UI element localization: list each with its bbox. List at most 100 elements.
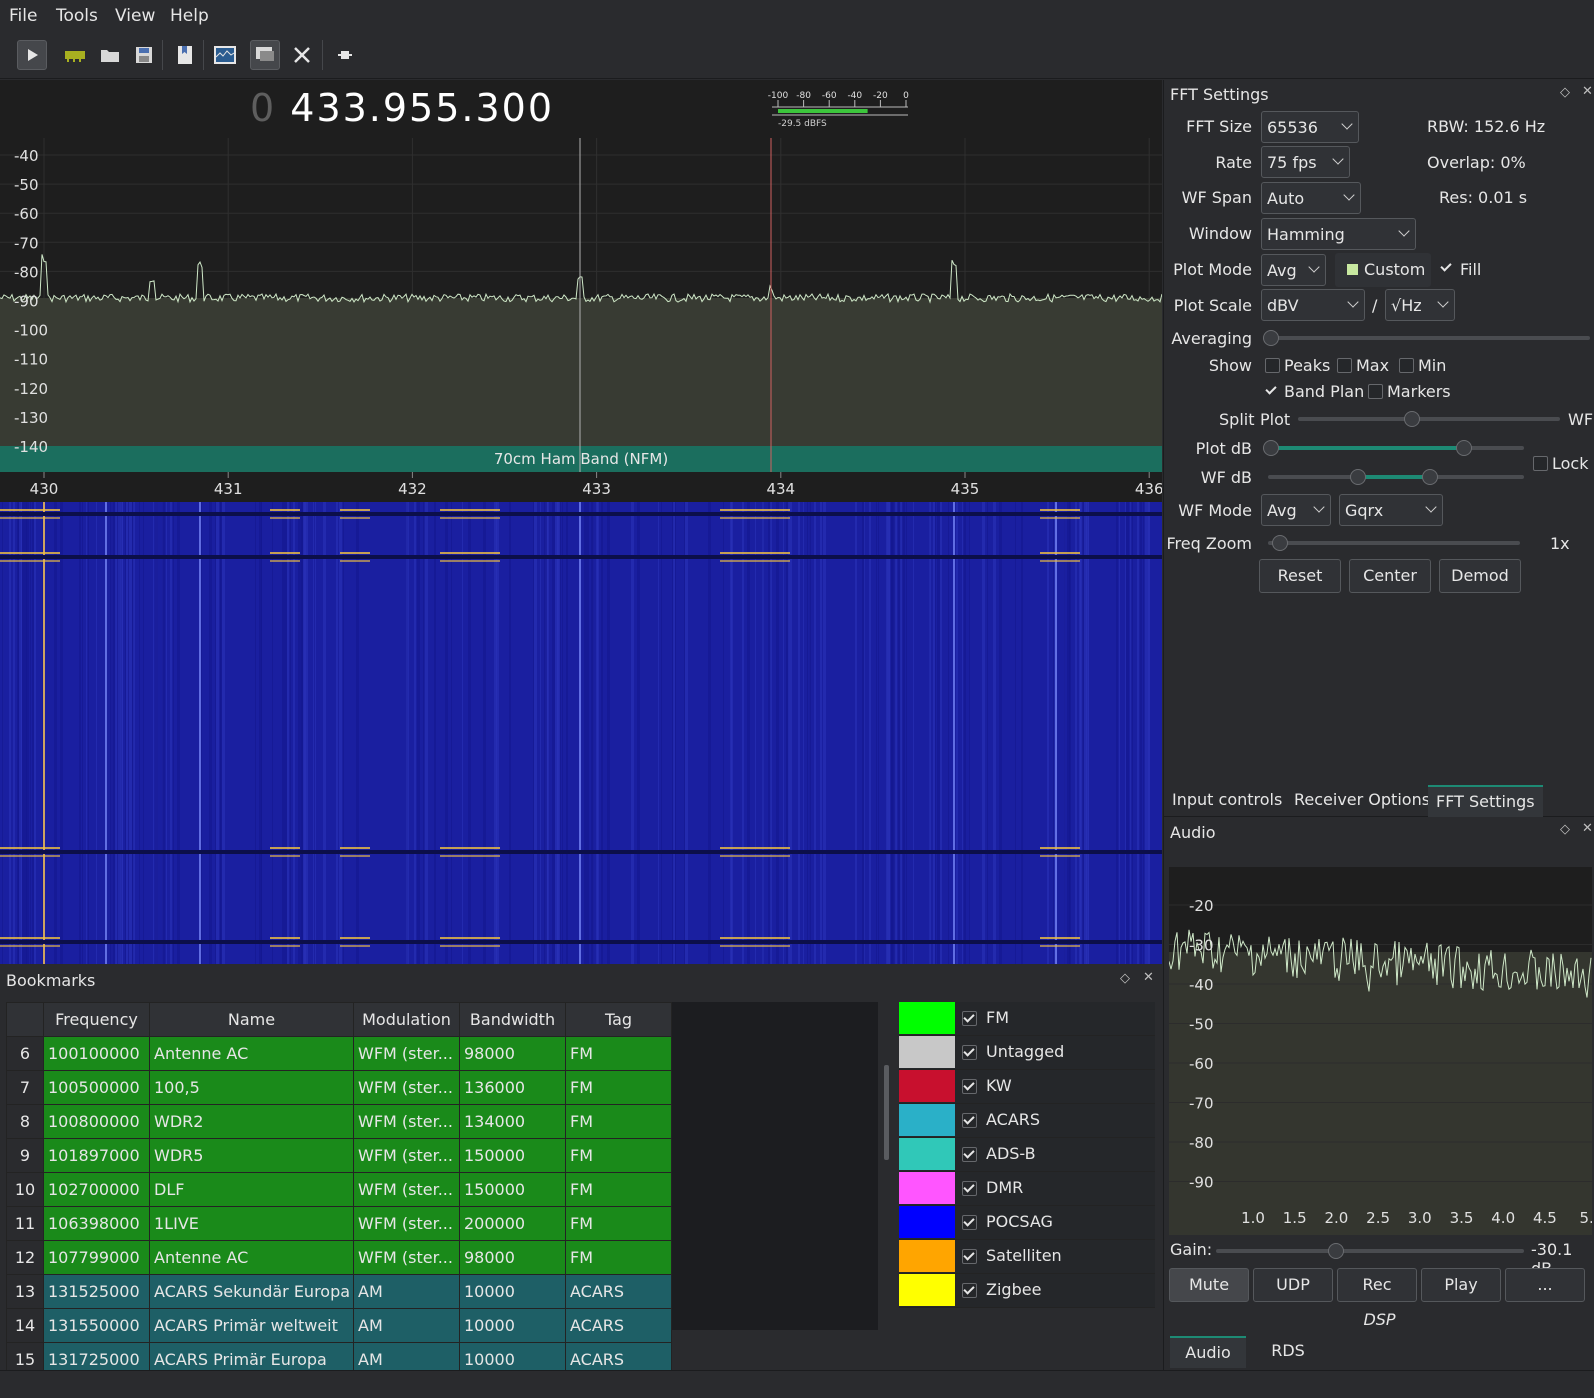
tag-checkbox[interactable] <box>962 1011 977 1026</box>
plot-mode-select[interactable]: Avg <box>1261 254 1326 286</box>
fft-plot[interactable]: 70cm Ham Band (NFM) -40 -50 -60 -70 -80 -90 -1… <box>0 80 1162 964</box>
tab-input-controls[interactable]: Input controls <box>1172 790 1283 809</box>
audio-dock-close-icon[interactable]: ✕ <box>1582 821 1593 836</box>
table-row[interactable]: 12 107799000 Antenne AC WFM (ster... 98000 FM <box>6 1240 672 1275</box>
tag-list[interactable]: FM Untagged KW ACARS ADS-B DMR POCSAG Satellite… <box>899 1002 1155 1308</box>
plot-db-max-handle[interactable] <box>1456 440 1472 456</box>
tag-checkbox[interactable] <box>962 1283 977 1298</box>
tag-list-item[interactable]: Zigbee <box>899 1274 1155 1308</box>
save-icon[interactable] <box>129 40 159 70</box>
split-slider-handle[interactable] <box>1404 411 1420 427</box>
tag-checkbox[interactable] <box>962 1181 977 1196</box>
averaging-slider-track[interactable] <box>1268 336 1590 340</box>
column-header[interactable]: Modulation <box>353 1002 460 1037</box>
tag-checkbox[interactable] <box>962 1215 977 1230</box>
tag-list-item[interactable]: ADS-B <box>899 1138 1155 1172</box>
bookmarks-close-icon[interactable]: ✕ <box>1143 970 1154 985</box>
tag-checkbox[interactable] <box>962 1249 977 1264</box>
column-header[interactable]: Tag <box>565 1002 672 1037</box>
max-checkbox[interactable] <box>1337 358 1352 373</box>
fill-checkbox[interactable] <box>1440 261 1453 274</box>
markers-checkbox[interactable] <box>1368 384 1383 399</box>
column-header[interactable] <box>6 1002 44 1037</box>
freq-zoom-slider-handle[interactable] <box>1272 535 1288 551</box>
frequency-leading-digit[interactable]: 0 <box>250 86 277 130</box>
split-slider-track[interactable] <box>1298 417 1560 421</box>
play-icon[interactable] <box>17 40 47 70</box>
dock-float-icon[interactable]: ◇ <box>1560 85 1570 100</box>
wf-colormap-select[interactable]: Gqrx <box>1339 494 1443 526</box>
plot-per-select[interactable]: √Hz <box>1385 289 1455 321</box>
frequency-value[interactable]: 433.955.300 <box>276 86 555 130</box>
gain-slider-handle[interactable] <box>1328 1243 1344 1259</box>
custom-toggle[interactable]: Custom <box>1335 253 1431 287</box>
play-button[interactable]: Play <box>1421 1268 1501 1302</box>
averaging-slider-handle[interactable] <box>1263 330 1279 346</box>
plot-scale-select[interactable]: dBV <box>1261 289 1365 321</box>
table-row[interactable]: 10 102700000 DLF WFM (ster... 150000 FM <box>6 1172 672 1207</box>
window-select[interactable]: Hamming <box>1261 218 1416 250</box>
column-header[interactable]: Frequency <box>43 1002 150 1037</box>
tag-checkbox[interactable] <box>962 1113 977 1128</box>
bookmarks-scrollbar[interactable] <box>884 1065 889 1160</box>
table-row[interactable]: 14 131550000 ACARS Primär weltweit AM 10000 A… <box>6 1308 672 1343</box>
lock-checkbox[interactable] <box>1533 456 1548 471</box>
tab-fft-settings[interactable]: FFT Settings <box>1428 785 1543 817</box>
table-row[interactable]: 6 100100000 Antenne AC WFM (ster... 98000 FM <box>6 1036 672 1071</box>
menu-file[interactable]: File <box>9 6 38 26</box>
udp-button[interactable]: UDP <box>1253 1268 1333 1302</box>
frequency-display[interactable]: 0 433.955.300 <box>250 86 554 130</box>
gain-slider-track[interactable] <box>1216 1249 1524 1253</box>
tab-receiver-options[interactable]: Receiver Options <box>1294 790 1431 809</box>
tag-list-item[interactable]: DMR <box>899 1172 1155 1206</box>
tag-checkbox[interactable] <box>962 1147 977 1162</box>
spectrum-display-icon[interactable] <box>210 40 240 70</box>
bookmarks-table[interactable]: Frequency Name Modulation Bandwidth Tag 6 100… <box>6 1002 672 1377</box>
table-row[interactable]: 11 106398000 1LIVE WFM (ster... 200000 FM <box>6 1206 672 1241</box>
plot-db-min-handle[interactable] <box>1263 440 1279 456</box>
audio-dock-float-icon[interactable]: ◇ <box>1560 822 1570 837</box>
bookmarks-float-icon[interactable]: ◇ <box>1120 971 1130 986</box>
wf-db-min-handle[interactable] <box>1350 469 1366 485</box>
tab-audio[interactable]: Audio <box>1170 1336 1246 1368</box>
open-folder-icon[interactable] <box>95 40 125 70</box>
hardware-icon[interactable] <box>60 40 90 70</box>
tag-checkbox[interactable] <box>962 1079 977 1094</box>
menu-view[interactable]: View <box>115 6 156 26</box>
tag-list-item[interactable]: KW <box>899 1070 1155 1104</box>
tools-icon[interactable] <box>287 40 317 70</box>
fft-size-select[interactable]: 65536 <box>1261 111 1359 143</box>
mute-button[interactable]: Mute <box>1169 1268 1249 1302</box>
audio-options-button[interactable]: ... <box>1505 1268 1585 1302</box>
table-row[interactable]: 7 100500000 100,5 WFM (ster... 136000 FM <box>6 1070 672 1105</box>
tag-list-item[interactable]: ACARS <box>899 1104 1155 1138</box>
tag-list-item[interactable]: Satelliten <box>899 1240 1155 1274</box>
audio-fft-plot[interactable]: -20 -30 -40 -50 -60 -70 -80 -90 1.0 1.5 2.0 2.5 3.0… <box>1169 867 1592 1235</box>
menu-help[interactable]: Help <box>170 6 209 26</box>
table-row[interactable]: 8 100800000 WDR2 WFM (ster... 134000 FM <box>6 1104 672 1139</box>
peaks-checkbox[interactable] <box>1265 358 1280 373</box>
freq-zoom-slider-track[interactable] <box>1268 541 1520 545</box>
dsp-chip-icon[interactable] <box>330 40 360 70</box>
dock-close-icon[interactable]: ✕ <box>1582 84 1593 99</box>
wf-db-max-handle[interactable] <box>1422 469 1438 485</box>
wf-mode-select[interactable]: Avg <box>1261 494 1331 526</box>
column-header[interactable]: Name <box>149 1002 354 1037</box>
tab-rds[interactable]: RDS <box>1271 1341 1305 1360</box>
band-plan-checkbox[interactable] <box>1265 384 1278 397</box>
table-row[interactable]: 13 131525000 ACARS Sekundär Europa AM 10000 A… <box>6 1274 672 1309</box>
reset-button[interactable]: Reset <box>1259 559 1341 593</box>
demod-button[interactable]: Demod <box>1439 559 1521 593</box>
min-checkbox[interactable] <box>1399 358 1414 373</box>
remote-control-icon[interactable] <box>250 40 280 70</box>
tag-list-item[interactable]: Untagged <box>899 1036 1155 1070</box>
center-button[interactable]: Center <box>1349 559 1431 593</box>
column-header[interactable]: Bandwidth <box>459 1002 566 1037</box>
rate-select[interactable]: 75 fps <box>1261 146 1350 178</box>
rec-button[interactable]: Rec <box>1337 1268 1417 1302</box>
wf-span-select[interactable]: Auto <box>1261 182 1361 214</box>
bookmark-icon[interactable] <box>170 40 200 70</box>
tag-checkbox[interactable] <box>962 1045 977 1060</box>
tag-list-item[interactable]: FM <box>899 1002 1155 1036</box>
plotter-panel[interactable]: 70cm Ham Band (NFM) -40 -50 -60 -70 -80 -90 -1… <box>0 80 1162 964</box>
